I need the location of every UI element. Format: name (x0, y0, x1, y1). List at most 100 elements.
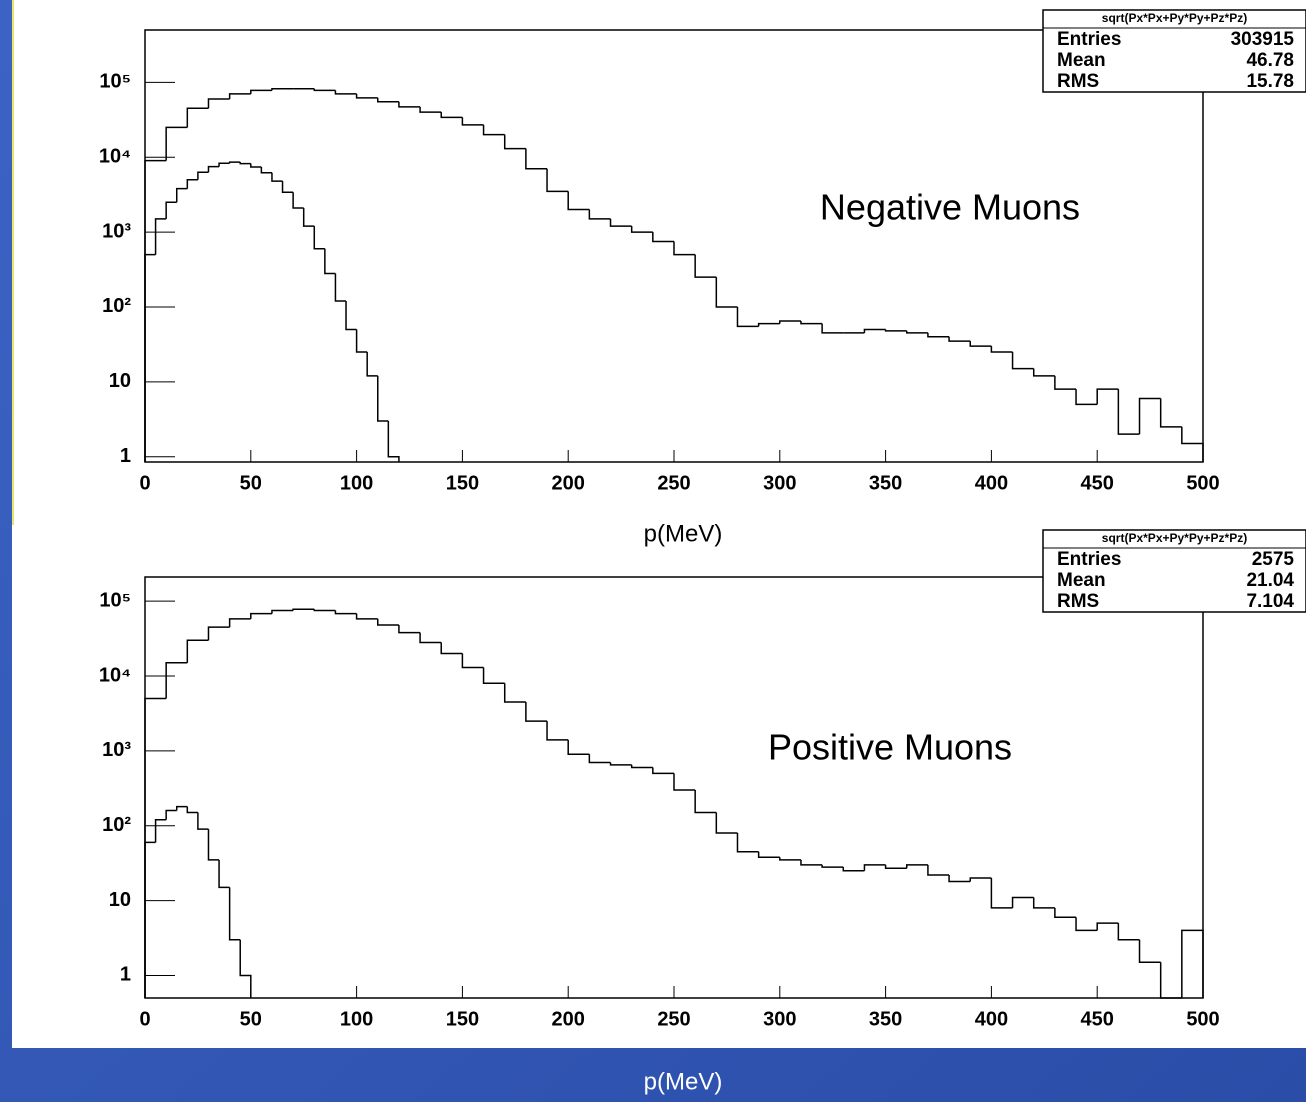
histogram-bin (228, 161, 241, 164)
histogram-bin (250, 89, 272, 94)
histogram-bin (377, 618, 399, 626)
histogram-bin (694, 790, 717, 814)
histogram-bin (228, 93, 251, 99)
y-tick-label: 10³ (102, 739, 131, 761)
histogram-bin (144, 841, 156, 998)
histogram-bin (207, 165, 220, 173)
stats-value: 2575 (1252, 549, 1295, 570)
plot-panel (12, 0, 1306, 1048)
histogram-bin (525, 701, 548, 722)
histogram-bin (1032, 897, 1055, 909)
histogram-bin (990, 878, 1013, 909)
histogram-bin (482, 667, 505, 684)
stats-label: RMS (1057, 591, 1099, 612)
histogram-bin (715, 812, 738, 834)
histogram-bin (884, 864, 907, 870)
histogram-bin (207, 829, 220, 861)
histogram-bin (863, 864, 886, 871)
x-tick-label: 0 (139, 472, 150, 494)
histogram-bin (377, 375, 389, 422)
y-tick-label: 10⁴ (99, 145, 131, 167)
histogram-bin (334, 273, 347, 302)
y-tick-label: 10⁴ (99, 664, 131, 686)
histogram-bin (1096, 922, 1119, 931)
histogram-bin (609, 762, 632, 766)
histogram-bin (1054, 907, 1077, 918)
histogram-bin (334, 610, 357, 615)
histogram-bin (292, 608, 315, 611)
histogram-bin (313, 226, 325, 250)
histogram-bin (398, 624, 421, 634)
histogram-bin (271, 172, 283, 182)
histogram-bin (154, 819, 167, 843)
histogram-bin (546, 168, 569, 193)
histogram-bin (228, 887, 241, 941)
histogram-bin (313, 609, 336, 612)
histogram-bin (250, 163, 262, 168)
histogram-bin (630, 764, 653, 769)
histogram-bin (567, 191, 590, 211)
histogram-bin (207, 626, 230, 641)
stats-label: RMS (1057, 71, 1099, 92)
x-tick-label: 150 (446, 1008, 479, 1030)
histogram-bin (175, 805, 188, 811)
histogram-bin (366, 352, 378, 377)
x-tick-label: 100 (340, 472, 373, 494)
histogram-bin (525, 148, 548, 170)
x-tick-label: 200 (552, 472, 585, 494)
histogram-bin (482, 124, 505, 136)
histogram-bin (355, 329, 368, 353)
y-tick-label: 10⁵ (99, 71, 131, 93)
histogram-bin (694, 254, 717, 278)
histogram-bin (239, 939, 252, 998)
histogram-bin (652, 232, 674, 243)
histogram-bin (1181, 929, 1204, 998)
y-tick-label: 10³ (102, 220, 131, 242)
x-tick-label: 400 (975, 1008, 1008, 1030)
histogram-bin (884, 329, 907, 332)
histogram-bin (292, 192, 304, 209)
x-tick-label: 300 (763, 472, 796, 494)
histogram-bin (355, 93, 378, 99)
histogram-bin (387, 420, 400, 462)
histogram-bin (165, 126, 188, 161)
y-tick-label: 10 (109, 370, 131, 392)
histogram-bin (630, 226, 653, 233)
histogram-bin (1117, 923, 1140, 941)
histogram-bin (186, 179, 198, 189)
histogram-bin (186, 806, 198, 814)
x-tick-label: 350 (869, 1008, 902, 1030)
stats-label: Mean (1057, 570, 1106, 591)
histogram-bin (1159, 962, 1182, 999)
histogram-bin (906, 330, 928, 334)
stats-box (1042, 529, 1306, 613)
stats-label: Mean (1057, 50, 1106, 71)
histogram-bin (1075, 917, 1098, 932)
stats-title: sqrt(Px*Px+Py*Py+Pz*Pz) (1102, 11, 1247, 25)
x-tick-label: 200 (552, 1008, 585, 1030)
x-tick-label: 500 (1186, 1008, 1219, 1030)
histogram-bin (207, 98, 230, 109)
y-tick-label: 10² (102, 814, 131, 836)
annotation: Negative Muons (820, 187, 1080, 228)
x-axis-label: p(MeV) (644, 520, 723, 547)
histogram-bin (197, 171, 209, 180)
histogram-bin (821, 323, 844, 334)
histogram-bin (736, 306, 759, 328)
histogram-bin (1054, 375, 1077, 390)
histogram-bin (165, 201, 177, 219)
histogram-bin (863, 328, 886, 333)
histogram-bin (546, 721, 569, 741)
histogram-bin (609, 218, 632, 227)
histogram-bin (503, 134, 526, 150)
histogram-bin (440, 642, 463, 655)
histogram-bin (250, 612, 272, 619)
x-tick-label: 50 (240, 472, 262, 494)
stats-value: 303915 (1231, 29, 1295, 50)
histogram-bin (1117, 389, 1140, 435)
histogram-bin (260, 167, 272, 174)
histogram-bin (154, 218, 167, 255)
stats-title: sqrt(Px*Px+Py*Py+Pz*Pz) (1102, 531, 1247, 545)
histogram-bin (355, 613, 378, 620)
x-axis-label: p(MeV) (644, 1068, 723, 1095)
